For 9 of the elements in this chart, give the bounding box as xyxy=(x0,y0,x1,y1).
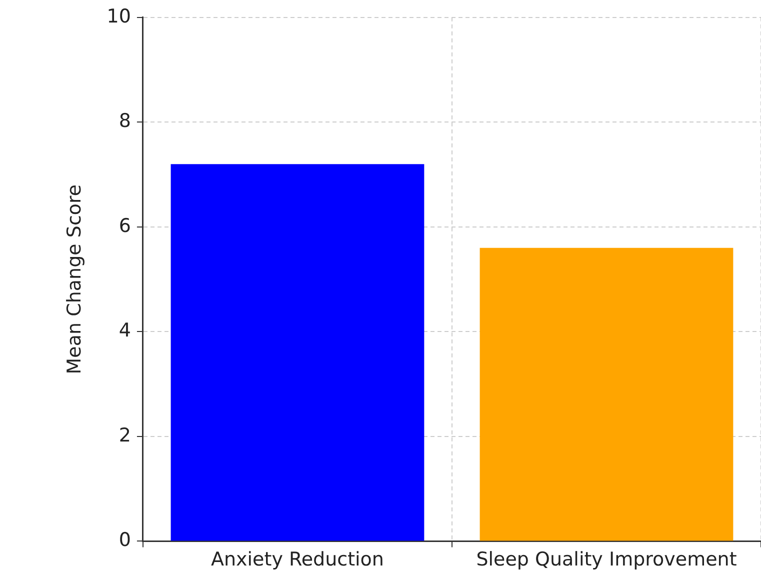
y-tick-label: 2 xyxy=(118,424,131,446)
y-axis-title: Mean Change Score xyxy=(63,184,86,374)
x-tick-label: Anxiety Reduction xyxy=(211,548,384,571)
x-tick-label: Sleep Quality Improvement xyxy=(476,548,737,571)
y-tick-label: 10 xyxy=(106,5,131,28)
y-tick-label: 6 xyxy=(118,214,131,237)
y-tick-label: 8 xyxy=(118,110,131,132)
y-tick-label: 0 xyxy=(118,529,131,552)
y-tick-label: 4 xyxy=(118,320,131,342)
